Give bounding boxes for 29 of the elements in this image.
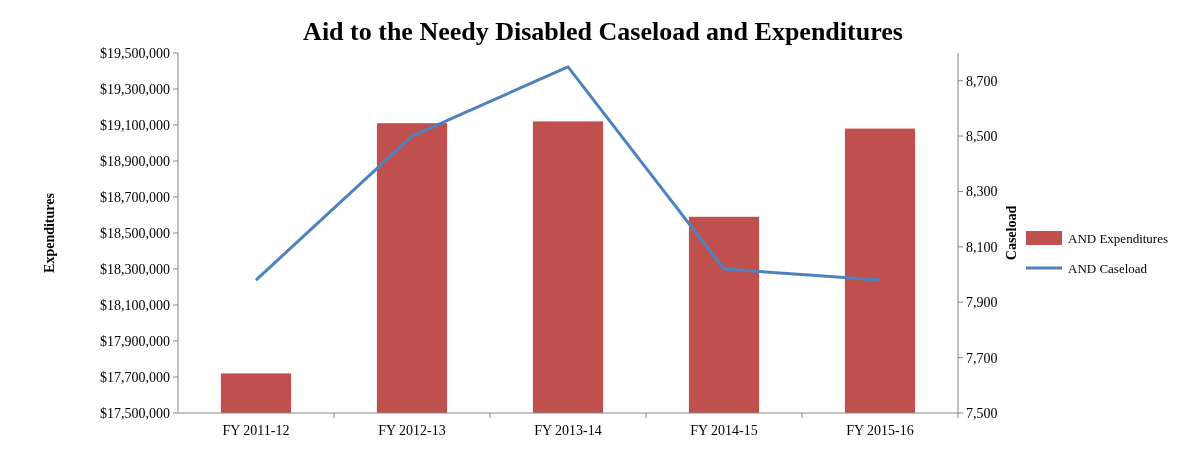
legend-label: AND Caseload [1068, 260, 1148, 276]
y-tick-label: $19,500,000 [100, 45, 170, 61]
y2-tick-label: 8,100 [966, 239, 998, 255]
x-tick-label: FY 2011-12 [222, 423, 290, 438]
legend-label: AND Expenditures [1068, 230, 1169, 246]
y-tick-label: $17,500,000 [100, 405, 170, 421]
y2-tick-label: 8,500 [966, 128, 998, 144]
y-tick-label: $18,300,000 [100, 261, 170, 277]
x-tick-label: FY 2015-16 [846, 423, 914, 438]
y-axis-title: Expenditures [42, 192, 57, 273]
y-tick-label: $19,300,000 [100, 81, 170, 97]
y2-tick-label: 7,900 [966, 295, 998, 311]
y2-tick-label: 7,700 [966, 350, 998, 366]
y-tick-label: $19,100,000 [100, 117, 170, 133]
y-tick-label: $18,900,000 [100, 153, 170, 169]
line-series [254, 65, 882, 282]
chart-title: Aid to the Needy Disabled Caseload and Expenditures [303, 17, 903, 46]
y-tick-label: $18,100,000 [100, 297, 170, 313]
y-tick-label: $18,700,000 [100, 189, 170, 205]
x-tick-label: FY 2013-14 [534, 423, 602, 438]
y2-tick-label: 8,300 [966, 184, 998, 200]
y2-axis-title: Caseload [1004, 205, 1019, 261]
y2-tick-label: 7,500 [966, 405, 998, 421]
y-tick-label: $18,500,000 [100, 225, 170, 241]
y-tick-label: $17,900,000 [100, 333, 170, 349]
y2-tick-label: 8,700 [966, 73, 998, 89]
y-tick-label: $17,700,000 [100, 369, 170, 385]
x-tick-label: FY 2012-13 [378, 423, 446, 438]
x-tick-label: FY 2014-15 [690, 423, 758, 438]
